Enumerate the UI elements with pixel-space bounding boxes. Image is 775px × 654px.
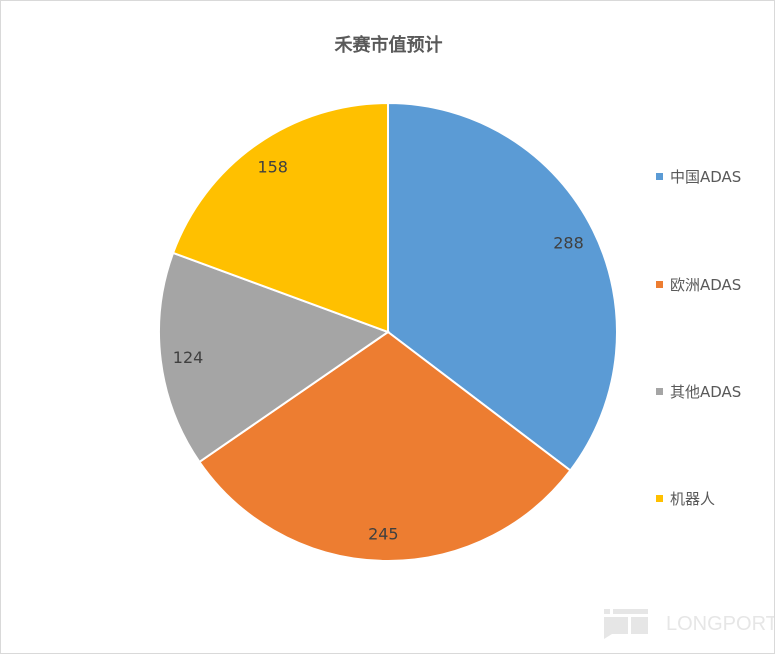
data-label: 245: [368, 524, 399, 543]
legend-swatch: [656, 388, 663, 395]
pie-slice: [198, 330, 572, 562]
legend-item: 中国ADAS: [656, 166, 741, 187]
legend-label: 机器人: [670, 490, 716, 508]
legend-label: 其他ADAS: [670, 383, 742, 401]
pie-slice: [171, 101, 389, 334]
legend-swatch: [656, 281, 663, 288]
legend-label: 中国ADAS: [670, 168, 742, 186]
chart-title: 禾赛市值预计: [334, 35, 443, 56]
legend-item: 机器人: [656, 488, 715, 509]
pie-slice: [387, 101, 618, 472]
legend-swatch: [656, 173, 663, 180]
legend-label: 欧洲ADAS: [670, 276, 742, 294]
pie-slice: [158, 251, 391, 464]
legend-item: 其他ADAS: [656, 381, 741, 402]
legend-item: 欧洲ADAS: [656, 274, 741, 295]
longport-logo-icon: [604, 609, 648, 639]
legend-swatch: [656, 495, 663, 502]
watermark-text: LONGPORT: [666, 612, 775, 635]
data-label: 158: [257, 158, 288, 177]
data-label: 124: [173, 348, 204, 367]
data-label: 288: [553, 233, 584, 252]
watermark: LONGPORT: [604, 609, 775, 639]
